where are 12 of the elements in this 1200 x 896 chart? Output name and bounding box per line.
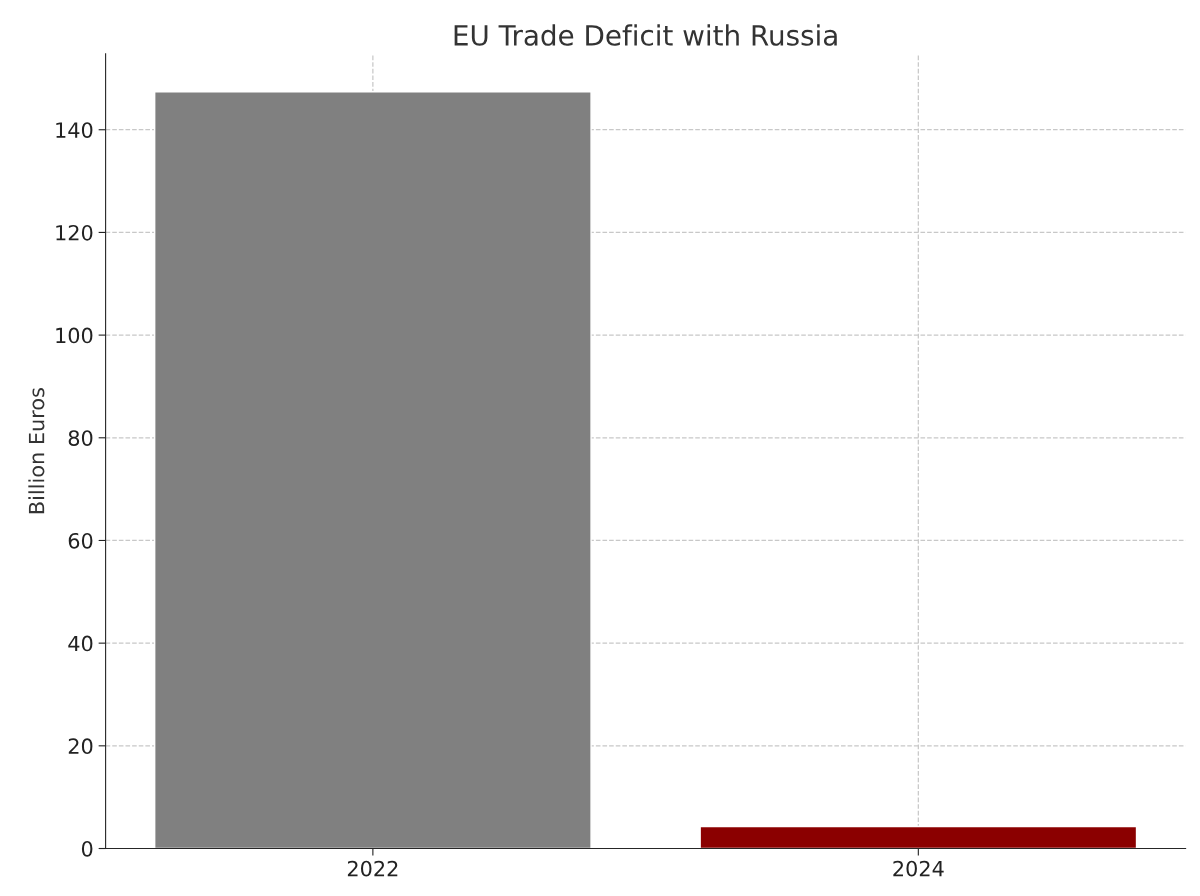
y-tick-label: 0 <box>81 840 93 857</box>
y-tick-label: 40 <box>68 635 93 652</box>
y-tick-label: 140 <box>56 122 93 138</box>
chart-title: EU Trade Deficit with Russia <box>454 24 837 46</box>
x-tick-label: 2022 <box>347 860 398 877</box>
y-tick-label: 120 <box>56 224 93 241</box>
y-tick-label: 20 <box>68 738 93 755</box>
y-tick-label: 100 <box>56 327 93 344</box>
y-tick-label: 60 <box>68 532 93 549</box>
y-tick-label: 80 <box>68 430 93 446</box>
y-axis-title: Billion Euros <box>28 388 45 514</box>
x-tick-label: 2024 <box>893 860 944 877</box>
